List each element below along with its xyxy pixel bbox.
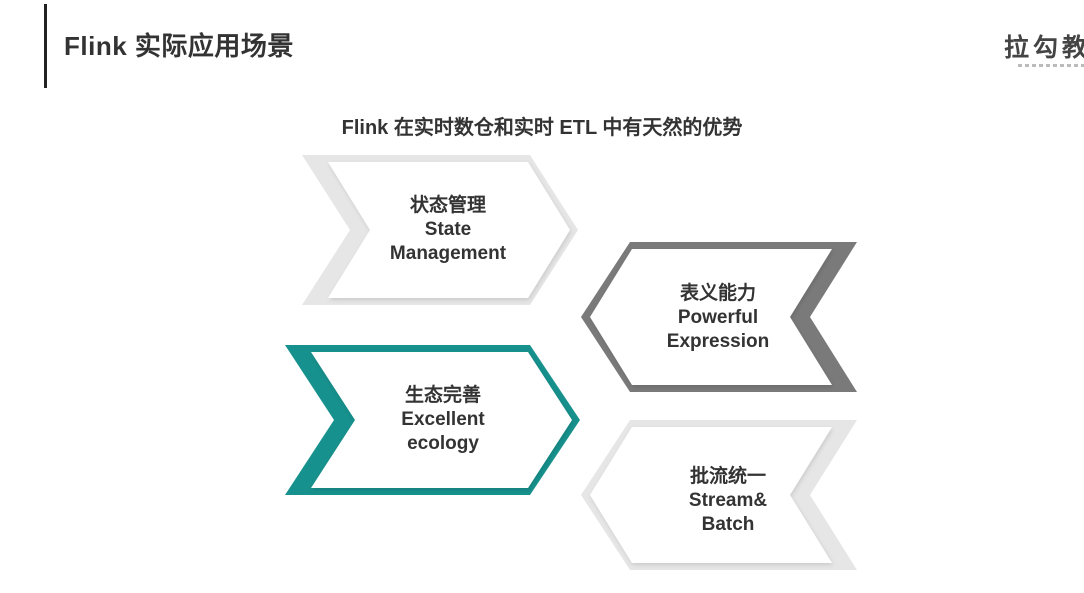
- title-accent-bar: [44, 4, 47, 88]
- card-en1-powerful-expression: Powerful: [677, 307, 759, 328]
- brand-logo: 拉勾教: [1004, 34, 1084, 62]
- card-label-state-management: 状态管理 State Management: [368, 194, 528, 266]
- card-en2-powerful-expression: Expression: [666, 331, 770, 352]
- card-label-excellent-ecology: 生态完善 Excellent ecology: [363, 384, 523, 456]
- card-excellent-ecology: [285, 345, 580, 495]
- card-face-state-management: [328, 162, 570, 298]
- card-state-management: [302, 155, 578, 305]
- card-label-stream-batch: 批流统一 Stream& Batch: [648, 465, 808, 537]
- card-en1-stream-batch: Stream&: [688, 490, 768, 511]
- brand-tagline: [1018, 64, 1084, 67]
- card-label-powerful-expression: 表义能力 Powerful Expression: [638, 282, 798, 354]
- card-zh-state-management: 状态管理: [409, 195, 486, 216]
- card-face-stream-batch: [590, 427, 832, 563]
- card-en2-state-management: Management: [389, 243, 507, 264]
- card-en1-excellent-ecology: Excellent: [401, 409, 485, 430]
- card-en2-stream-batch: Batch: [701, 514, 755, 535]
- card-zh-powerful-expression: 表义能力: [679, 283, 756, 304]
- card-face-powerful-expression: [590, 249, 832, 385]
- card-face-excellent-ecology: [311, 352, 572, 488]
- card-zh-stream-batch: 批流统一: [689, 466, 766, 487]
- card-stream-batch: [581, 420, 857, 570]
- page-title: Flink 实际应用场景: [64, 31, 294, 61]
- card-powerful-expression: [581, 242, 857, 392]
- card-zh-excellent-ecology: 生态完善: [404, 385, 481, 406]
- card-en1-state-management: State: [424, 219, 472, 240]
- card-en2-excellent-ecology: ecology: [407, 433, 479, 454]
- slide-subtitle: Flink 在实时数仓和实时 ETL 中有天然的优势: [341, 117, 743, 139]
